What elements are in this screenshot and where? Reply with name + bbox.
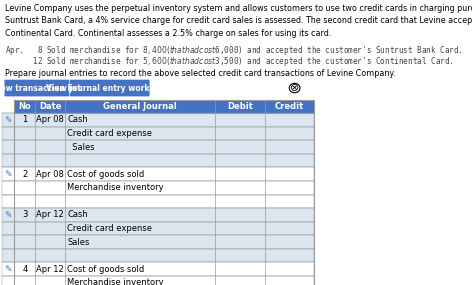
Bar bbox=[2, 181, 314, 195]
Bar bbox=[2, 195, 314, 208]
Text: Prepare journal entries to record the above selected credit card transactions of: Prepare journal entries to record the ab… bbox=[5, 69, 396, 78]
Text: ✎: ✎ bbox=[4, 115, 11, 124]
Bar bbox=[2, 154, 314, 167]
Bar bbox=[2, 167, 314, 181]
Bar bbox=[2, 140, 314, 154]
Text: Apr 12: Apr 12 bbox=[36, 265, 64, 274]
Text: View transaction list: View transaction list bbox=[0, 84, 81, 93]
Bar bbox=[2, 208, 314, 222]
Text: 2: 2 bbox=[22, 170, 27, 179]
Text: Continental Card. Continental assesses a 2.5% charge on sales for using its card: Continental Card. Continental assesses a… bbox=[5, 29, 332, 38]
Bar bbox=[2, 262, 314, 276]
Bar bbox=[2, 113, 314, 127]
FancyBboxPatch shape bbox=[4, 80, 69, 96]
Text: Apr.   8 Sold merchandise for $8,400 (that had cost $6,000) and accepted the cus: Apr. 8 Sold merchandise for $8,400 (that… bbox=[5, 44, 463, 57]
Text: Cash: Cash bbox=[67, 210, 88, 219]
Bar bbox=[2, 249, 314, 262]
Text: ✎: ✎ bbox=[4, 210, 11, 219]
Bar bbox=[2, 127, 314, 140]
Text: Credit card expense: Credit card expense bbox=[67, 224, 152, 233]
Text: 4: 4 bbox=[22, 265, 27, 274]
Bar bbox=[14, 99, 314, 113]
Circle shape bbox=[289, 83, 300, 93]
Text: Apr 08: Apr 08 bbox=[36, 115, 64, 124]
Text: Merchandise inventory: Merchandise inventory bbox=[67, 183, 164, 192]
Text: Sales: Sales bbox=[67, 237, 90, 247]
Text: Date: Date bbox=[39, 102, 61, 111]
Text: No: No bbox=[18, 102, 31, 111]
Bar bbox=[2, 222, 314, 235]
Text: General Journal: General Journal bbox=[103, 102, 177, 111]
Text: 12 Sold merchandise for $5,600 (that had cost $3,500) and accepted the customer': 12 Sold merchandise for $5,600 (that had… bbox=[5, 56, 454, 68]
Text: Credit: Credit bbox=[275, 102, 304, 111]
Text: Sales: Sales bbox=[67, 142, 95, 152]
Text: Merchandise inventory: Merchandise inventory bbox=[67, 278, 164, 285]
Bar bbox=[2, 235, 314, 249]
Text: View journal entry worksheet: View journal entry worksheet bbox=[46, 84, 174, 93]
Text: Levine Company uses the perpetual inventory system and allows customers to use t: Levine Company uses the perpetual invent… bbox=[5, 4, 472, 13]
Text: Credit card expense: Credit card expense bbox=[67, 129, 152, 138]
FancyBboxPatch shape bbox=[70, 80, 150, 96]
Text: ✎: ✎ bbox=[4, 170, 11, 179]
Text: ✎: ✎ bbox=[4, 265, 11, 274]
Text: ⊗: ⊗ bbox=[290, 83, 299, 93]
Text: Debit: Debit bbox=[227, 102, 253, 111]
Text: Cost of goods sold: Cost of goods sold bbox=[67, 265, 144, 274]
Bar bbox=[2, 276, 314, 285]
Text: Cost of goods sold: Cost of goods sold bbox=[67, 170, 144, 179]
Text: Suntrust Bank Card, a 4% service charge for credit card sales is assessed. The s: Suntrust Bank Card, a 4% service charge … bbox=[5, 17, 472, 25]
Text: Apr 12: Apr 12 bbox=[36, 210, 64, 219]
Text: 3: 3 bbox=[22, 210, 27, 219]
Text: 1: 1 bbox=[22, 115, 27, 124]
Text: Apr 08: Apr 08 bbox=[36, 170, 64, 179]
Text: Cash: Cash bbox=[67, 115, 88, 124]
